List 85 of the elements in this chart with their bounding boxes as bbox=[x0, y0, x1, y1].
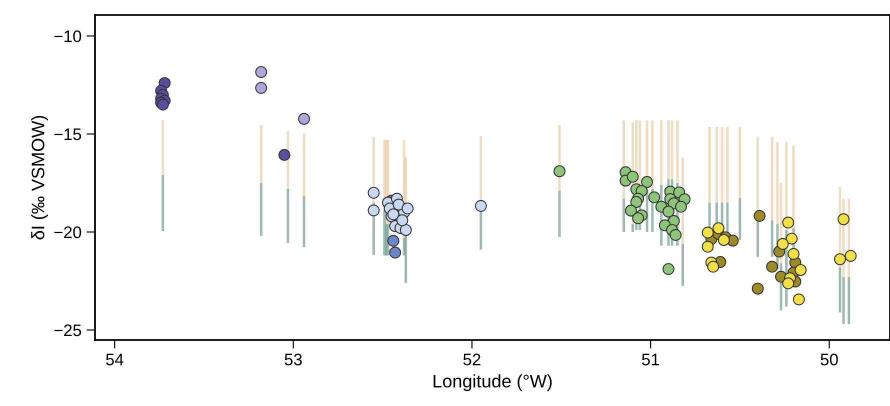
bar bbox=[838, 267, 842, 312]
bar bbox=[162, 120, 164, 175]
point bbox=[838, 213, 850, 226]
bar bbox=[622, 198, 626, 232]
point bbox=[641, 176, 653, 188]
point bbox=[554, 165, 566, 178]
bar bbox=[480, 210, 482, 250]
bar bbox=[651, 120, 654, 189]
bar bbox=[726, 126, 729, 203]
x-tick-label: 51 bbox=[642, 354, 660, 366]
bar bbox=[260, 182, 262, 236]
point bbox=[844, 250, 857, 262]
bar bbox=[558, 190, 561, 237]
bar bbox=[770, 220, 774, 257]
bar bbox=[720, 126, 724, 203]
point bbox=[474, 200, 487, 212]
bar bbox=[756, 220, 760, 257]
point bbox=[707, 260, 720, 273]
bar bbox=[842, 277, 845, 324]
point bbox=[389, 246, 402, 259]
point bbox=[782, 216, 794, 229]
point bbox=[648, 191, 660, 204]
point bbox=[278, 149, 290, 161]
bar bbox=[631, 224, 634, 232]
bar bbox=[302, 196, 306, 248]
bar bbox=[738, 198, 742, 240]
bar bbox=[770, 136, 774, 220]
point bbox=[782, 277, 794, 290]
bar bbox=[667, 120, 670, 180]
point bbox=[834, 253, 846, 266]
y-tick-label: −15 bbox=[54, 128, 82, 140]
bar bbox=[848, 277, 850, 324]
x-tick-label: 53 bbox=[284, 354, 302, 366]
point bbox=[786, 232, 798, 245]
bar bbox=[776, 142, 779, 224]
bar bbox=[738, 126, 742, 198]
bar bbox=[708, 126, 711, 203]
point bbox=[788, 248, 800, 260]
bar bbox=[286, 188, 290, 243]
point bbox=[368, 204, 380, 216]
point bbox=[752, 282, 764, 295]
point bbox=[675, 200, 687, 213]
bar bbox=[715, 126, 718, 203]
bar bbox=[670, 120, 674, 180]
point bbox=[702, 240, 714, 253]
y-tick-label: −10 bbox=[54, 30, 82, 42]
x-tick-label: 50 bbox=[820, 354, 838, 366]
x-axis-title: Longitude (°W) bbox=[434, 374, 552, 392]
bar bbox=[792, 146, 795, 228]
point bbox=[626, 170, 639, 183]
point bbox=[298, 112, 310, 125]
point bbox=[662, 206, 674, 218]
x-tick-label: 54 bbox=[106, 354, 124, 366]
point bbox=[630, 196, 642, 208]
point bbox=[255, 82, 268, 94]
y-tick-label: −20 bbox=[54, 226, 82, 238]
x-tick-label: 52 bbox=[463, 354, 480, 366]
bar bbox=[162, 174, 164, 232]
point bbox=[670, 228, 682, 241]
point bbox=[754, 210, 766, 222]
bar bbox=[682, 244, 684, 286]
point bbox=[702, 226, 714, 239]
point bbox=[402, 202, 414, 214]
point bbox=[792, 293, 805, 306]
point bbox=[662, 263, 674, 275]
point bbox=[794, 264, 807, 276]
point bbox=[766, 260, 778, 273]
y-tick-label: −25 bbox=[54, 324, 82, 336]
y-axis-title: δI (‰ VSMOW) bbox=[31, 116, 48, 240]
bar bbox=[260, 124, 262, 183]
point bbox=[368, 186, 380, 199]
point bbox=[712, 222, 724, 234]
bar bbox=[660, 120, 663, 185]
point bbox=[387, 234, 400, 247]
point bbox=[776, 238, 789, 250]
bar bbox=[635, 224, 638, 230]
point bbox=[396, 214, 408, 226]
point bbox=[632, 212, 644, 224]
bar bbox=[676, 120, 679, 183]
point bbox=[255, 66, 268, 78]
point bbox=[718, 234, 730, 246]
point bbox=[392, 198, 405, 211]
point bbox=[625, 204, 637, 217]
point bbox=[400, 224, 412, 236]
bar bbox=[302, 133, 306, 196]
